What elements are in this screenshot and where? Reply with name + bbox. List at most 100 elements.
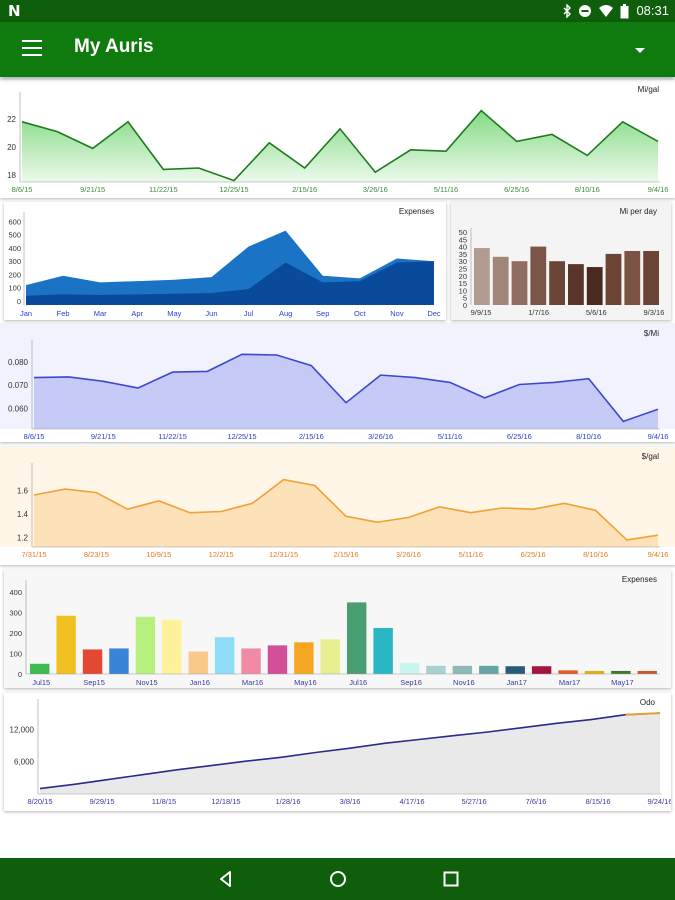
x-tick-label: Nov16 — [453, 678, 475, 687]
price-per-gal-chart: 1.2 1.4 1.6 7/31/15 8/23/15 10/9/15 12/2/15 12/… — [0, 447, 675, 559]
x-tick-label: 11/8/15 — [152, 797, 176, 806]
bar — [347, 602, 367, 674]
x-tick-label: Mar16 — [242, 678, 263, 687]
bar — [611, 670, 631, 674]
y-tick-label: 50 — [459, 228, 467, 237]
x-tick-label: 3/26/16 — [363, 185, 388, 194]
y-tick-label: 20 — [7, 143, 16, 152]
mpg-chart-card: 18 20 22 8/6/15 9/21/15 11/22/15 12/25/15 2/15/… — [0, 80, 675, 198]
x-tick-label: 9/4/16 — [648, 550, 669, 559]
chart-title: Odo — [640, 698, 656, 707]
y-tick-label: 0 — [18, 670, 22, 679]
x-tick-label: Mar17 — [559, 678, 580, 687]
cost-per-mi-chart: 0.060 0.070 0.080 8/6/15 9/21/15 11/22/15 12/2… — [0, 324, 675, 441]
x-tick-label: 12/25/15 — [219, 185, 248, 194]
bar — [474, 248, 490, 305]
y-tick-label: 45 — [459, 235, 467, 244]
chart-title: Expenses — [622, 575, 657, 584]
bar — [624, 250, 641, 305]
bar — [479, 665, 499, 674]
x-tick-label: 12/25/15 — [227, 432, 256, 441]
x-tick-label: 9/29/15 — [89, 797, 114, 806]
odometer-chart-card: 6,000 12,000 8/20/15 9/29/15 11/8/15 12/18/15… — [4, 693, 671, 811]
recents-icon[interactable] — [441, 869, 461, 889]
x-tick-label: 5/6/16 — [586, 308, 607, 317]
x-tick-label: 2/15/16 — [292, 185, 317, 194]
bar — [531, 666, 552, 674]
y-tick-label: 1.2 — [17, 534, 29, 543]
x-tick-label: Sep15 — [83, 678, 105, 687]
expenses-bar-chart: 0 100 200 300 400 Jul15 Sep15 Nov15 Jan16 Mar16 Ma… — [9, 575, 660, 687]
x-tick-label: 8/20/15 — [27, 797, 52, 806]
chart-title: $/gal — [642, 452, 660, 461]
y-tick-label: 300 — [8, 257, 21, 266]
app-bar: My Auris — [0, 22, 675, 77]
bar — [568, 264, 584, 305]
x-tick-label: Sep — [316, 309, 329, 318]
y-tick-label: 300 — [9, 609, 22, 618]
y-tick-label: 0 — [17, 297, 21, 306]
app-title: My Auris — [74, 36, 154, 57]
y-tick-label: 18 — [7, 171, 16, 180]
home-icon[interactable] — [328, 869, 348, 889]
x-tick-label: 9/24/16 — [647, 797, 671, 806]
x-tick-label: Apr — [131, 309, 143, 318]
bar — [135, 616, 156, 674]
x-tick-label: May16 — [294, 678, 317, 687]
cost-per-mi-chart-card: 0.060 0.070 0.080 8/6/15 9/21/15 11/22/15 12/2… — [0, 324, 675, 442]
x-tick-label: Sep16 — [400, 678, 422, 687]
back-icon[interactable] — [216, 869, 236, 889]
y-tick-label: 5 — [463, 294, 467, 303]
x-tick-label: Jan17 — [506, 678, 526, 687]
x-tick-label: 3/26/16 — [396, 550, 421, 559]
x-tick-label: 1/28/16 — [275, 797, 300, 806]
x-tick-label: 2/15/16 — [333, 550, 358, 559]
y-tick-label: 400 — [8, 244, 21, 253]
x-tick-label: 9/4/16 — [648, 432, 669, 441]
status-bar: N 08:31 — [0, 0, 675, 22]
status-icons — [562, 3, 629, 19]
x-tick-label: 12/2/15 — [209, 550, 234, 559]
x-tick-label: Jan — [20, 309, 32, 318]
x-tick-label: 8/10/16 — [576, 432, 601, 441]
notification-n-icon: N — [8, 2, 21, 20]
bar — [505, 666, 525, 674]
x-tick-label: 3/8/16 — [340, 797, 361, 806]
y-tick-label: 25 — [459, 265, 467, 274]
expenses-area-chart: 0 100 200 300 400 500 600 Jan Feb Mar Apr May Jun Jul… — [8, 207, 441, 318]
battery-icon — [620, 3, 629, 18]
x-tick-label: 5/11/16 — [438, 432, 462, 441]
bar — [637, 670, 657, 674]
y-tick-label: 22 — [7, 115, 16, 124]
x-tick-label: Nov — [390, 309, 404, 318]
x-tick-label: 9/3/16 — [644, 308, 665, 317]
x-tick-label: 4/17/16 — [399, 797, 424, 806]
expenses-bar-chart-card: 0 100 200 300 400 Jul15 Sep15 Nov15 Jan16 Mar16 Ma… — [4, 570, 671, 688]
bar — [241, 648, 261, 674]
bar — [294, 642, 314, 674]
bar — [558, 670, 578, 674]
chart-title: Mi per day — [620, 207, 657, 216]
y-tick-label: 10 — [459, 286, 467, 295]
x-tick-label: 9/9/15 — [471, 308, 492, 317]
y-tick-label: 0 — [463, 301, 467, 310]
y-tick-label: 0.080 — [8, 358, 29, 367]
bar — [511, 261, 528, 305]
bar — [399, 662, 420, 674]
bar — [162, 619, 182, 674]
bar — [373, 627, 393, 674]
series-line — [21, 109, 659, 182]
y-tick-label: 0.070 — [8, 381, 29, 390]
bar — [492, 256, 509, 305]
x-tick-label: 8/23/15 — [84, 550, 109, 559]
x-tick-label: 6/25/16 — [507, 432, 532, 441]
menu-icon[interactable] — [22, 40, 42, 56]
dropdown-arrow-icon[interactable] — [630, 42, 650, 58]
x-tick-label: 8/6/15 — [12, 185, 33, 194]
x-tick-label: 8/15/16 — [585, 797, 610, 806]
chart-title: Expenses — [399, 207, 434, 216]
x-tick-label: Dec — [427, 309, 441, 318]
x-tick-label: 8/10/16 — [575, 185, 600, 194]
x-tick-label: 12/18/15 — [211, 797, 240, 806]
